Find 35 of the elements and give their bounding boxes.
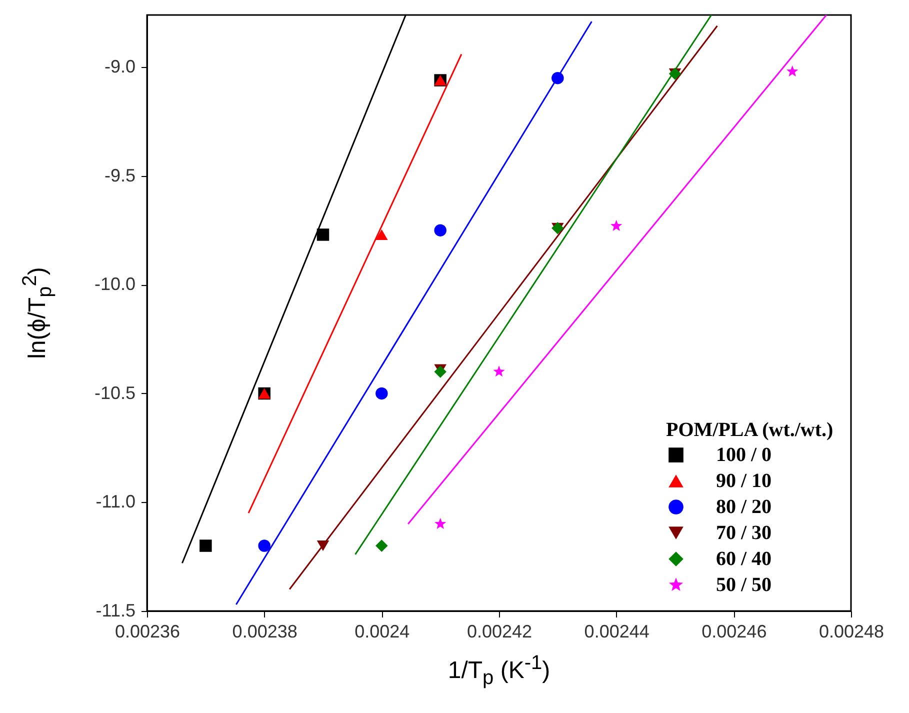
- y-tick-label: -10.5: [94, 382, 136, 403]
- legend-label: 90 / 10: [716, 470, 772, 492]
- legend-label: 60 / 40: [716, 548, 772, 570]
- legend-label: 70 / 30: [716, 522, 772, 544]
- legend-title: POM/PLA (wt./wt.): [666, 419, 834, 441]
- x-tick-label: 0.0024: [354, 622, 410, 642]
- point: [376, 229, 388, 240]
- x-tick-label: 0.00238: [232, 622, 298, 642]
- point: [376, 540, 388, 552]
- point: [434, 366, 446, 378]
- y-tick-label: -10.0: [94, 274, 136, 294]
- x-tick-label: 0.00248: [818, 622, 884, 642]
- point: [434, 224, 446, 236]
- y-tick-label: -9.5: [104, 165, 136, 186]
- point: [552, 72, 564, 84]
- point: [434, 518, 446, 529]
- x-tick-label: 0.00242: [466, 622, 532, 642]
- y-tick-label: -9.0: [104, 56, 136, 77]
- point: [376, 387, 388, 400]
- x-tick-label: 0.00236: [114, 622, 180, 642]
- point: [493, 366, 505, 377]
- point: [316, 540, 330, 552]
- point: [200, 540, 212, 552]
- point: [786, 65, 798, 77]
- point: [316, 228, 330, 241]
- x-tick-label: 0.00246: [702, 622, 767, 642]
- y-tick-label: -11.0: [96, 492, 136, 512]
- y-tick-label: -11.5: [96, 600, 136, 620]
- x-tick-label: 0.00244: [584, 622, 650, 642]
- legend-label: 100 / 0: [716, 444, 772, 466]
- legend-label: 50 / 50: [716, 574, 772, 596]
- x-axis-title: 1/T$_{p}$ (K$^{-1}$): [448, 652, 550, 690]
- point: [610, 220, 622, 231]
- point: [258, 540, 270, 552]
- legend-label: 80 / 20: [716, 496, 772, 518]
